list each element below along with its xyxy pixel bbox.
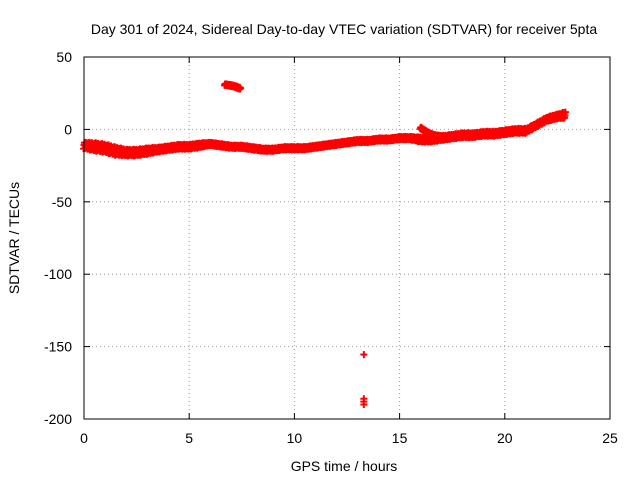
- x-tick-label: 5: [185, 430, 193, 446]
- x-tick-label: 10: [287, 430, 303, 446]
- x-axis-label: GPS time / hours: [291, 458, 398, 474]
- data-point: [237, 84, 245, 92]
- chart-title: Day 301 of 2024, Sidereal Day-to-day VTE…: [91, 21, 598, 37]
- y-tick-label: -100: [44, 266, 72, 282]
- data-point: [437, 132, 445, 140]
- y-tick-label: 0: [64, 121, 72, 137]
- data-point: [360, 401, 368, 409]
- x-tick-label: 20: [497, 430, 513, 446]
- plot-frame: [83, 56, 611, 420]
- x-tick-label: 0: [80, 430, 88, 446]
- axis-ticks: 0 5 10 15 20 25 -200 -150 -100 -50 0 50: [44, 49, 618, 446]
- x-tick-label: 15: [392, 430, 408, 446]
- y-tick-label: 50: [56, 49, 72, 65]
- x-tick-label: 25: [602, 430, 618, 446]
- y-tick-label: -150: [44, 339, 72, 355]
- y-tick-label: -200: [44, 411, 72, 427]
- grid-lines: [84, 57, 610, 419]
- data-point: [561, 108, 569, 116]
- y-axis-label: SDTVAR / TECUs: [6, 182, 22, 294]
- y-tick-label: -50: [52, 194, 72, 210]
- data-points: [80, 80, 569, 409]
- data-point: [360, 351, 368, 359]
